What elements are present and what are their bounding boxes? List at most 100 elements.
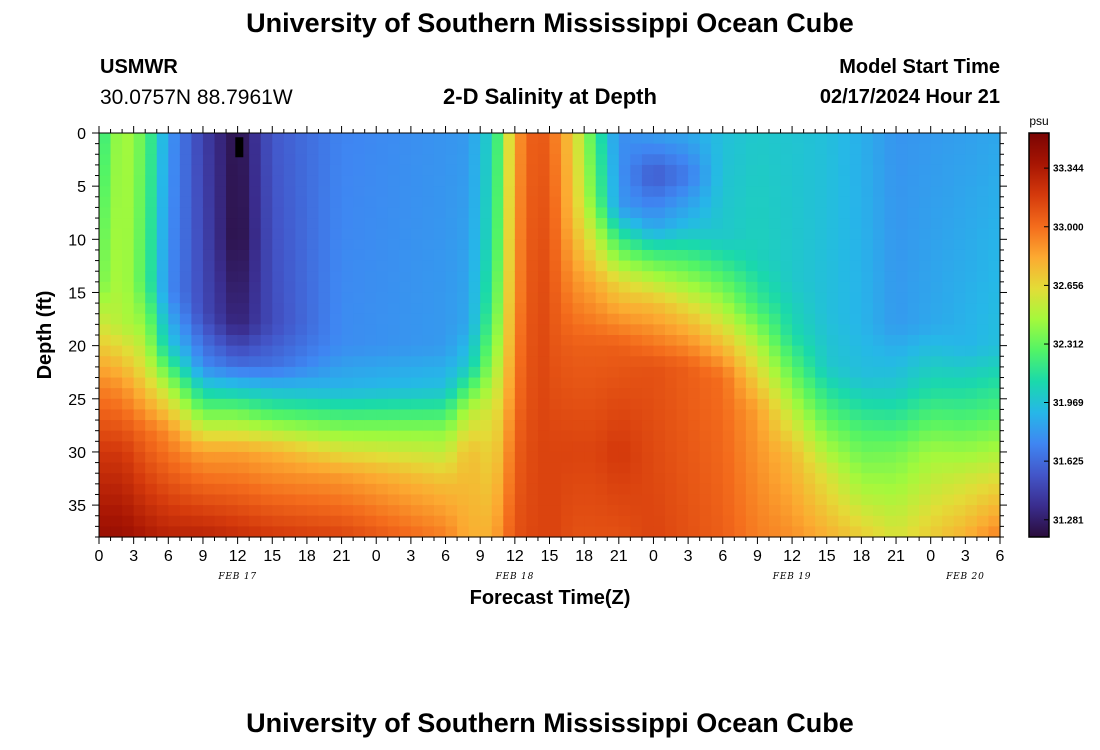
heatmap-cell (641, 473, 655, 485)
heatmap-cell (295, 441, 308, 453)
heatmap-cell (815, 228, 828, 240)
heatmap-cell (988, 218, 1001, 230)
heatmap-cell (572, 420, 585, 432)
heatmap-cell (861, 430, 874, 442)
heatmap-cell (849, 143, 862, 155)
heatmap-cell (896, 409, 909, 421)
heatmap-cell (607, 526, 620, 538)
heatmap-cell (399, 186, 412, 198)
heatmap-cell (514, 526, 527, 538)
heatmap-cell (445, 218, 458, 230)
heatmap-cell (665, 143, 678, 155)
heatmap-cell (838, 313, 851, 325)
heatmap-cell (561, 409, 574, 421)
heatmap-cell (884, 388, 897, 400)
heatmap-cell (295, 196, 308, 209)
heatmap-cell (306, 441, 320, 453)
heatmap-cell (202, 175, 216, 187)
heatmap-cell (722, 228, 735, 240)
heatmap-cell (734, 462, 747, 474)
heatmap-cell (156, 409, 169, 421)
heatmap-cell (353, 335, 366, 347)
heatmap-cell (99, 356, 112, 368)
heatmap-cell (826, 324, 839, 336)
heatmap-cell (202, 451, 216, 464)
heatmap-cell (722, 451, 735, 464)
heatmap-cell (838, 515, 851, 527)
heatmap-cell (722, 420, 735, 432)
heatmap-cell (179, 292, 193, 304)
heatmap-cell (433, 345, 447, 357)
heatmap-cell (584, 292, 597, 304)
heatmap-cell (364, 218, 377, 230)
heatmap-cell (318, 388, 331, 400)
heatmap-cell (919, 473, 932, 485)
heatmap-cell (976, 133, 990, 145)
heatmap-cell (387, 143, 400, 155)
heatmap-cell (237, 281, 250, 294)
heatmap-cell (665, 207, 678, 219)
heatmap-cell (584, 505, 597, 517)
heatmap-cell (295, 388, 308, 400)
heatmap-cell (826, 473, 839, 485)
heatmap-cell (260, 313, 273, 325)
heatmap-cell (295, 154, 308, 166)
heatmap-cell (734, 303, 747, 315)
heatmap-cell (99, 207, 112, 219)
heatmap-cell (272, 207, 285, 219)
heatmap-cell (780, 420, 793, 432)
heatmap-cell (179, 228, 193, 240)
heatmap-cell (122, 441, 135, 453)
heatmap-cell (976, 260, 990, 272)
heatmap-cell (584, 345, 597, 357)
heatmap-cell (122, 388, 135, 400)
heatmap-cell (792, 313, 805, 325)
heatmap-cell (872, 473, 886, 485)
heatmap-cell (745, 345, 759, 357)
heatmap-cell (722, 409, 735, 421)
heatmap-cell (641, 420, 655, 432)
heatmap-cell (676, 175, 689, 187)
heatmap-cell (699, 430, 712, 442)
heatmap-cell (179, 441, 193, 453)
heatmap-cell (768, 164, 782, 177)
heatmap-cell (561, 218, 574, 230)
heatmap-cell (919, 218, 932, 230)
heatmap-cell (410, 186, 424, 198)
heatmap-cell (468, 526, 481, 538)
heatmap-cell (826, 462, 839, 474)
heatmap-cell (214, 303, 227, 315)
heatmap-cell (757, 218, 770, 230)
heatmap-cell (122, 271, 135, 283)
heatmap-cell (433, 356, 447, 368)
heatmap-cell (410, 143, 424, 155)
heatmap-cell (433, 186, 447, 198)
heatmap-cell (249, 271, 262, 283)
heatmap-cell (861, 186, 874, 198)
heatmap-cell (503, 218, 516, 230)
heatmap-cell (826, 303, 839, 315)
heatmap-cell (537, 133, 551, 145)
heatmap-cell (537, 260, 551, 272)
heatmap-cell (526, 164, 539, 177)
heatmap-cell (272, 441, 285, 453)
heatmap-cell (237, 505, 250, 517)
heatmap-cell (907, 281, 920, 294)
heatmap-cell (491, 228, 504, 240)
y-tick-label: 25 (68, 392, 86, 409)
heatmap-cell (653, 207, 666, 219)
heatmap-cell (202, 483, 216, 496)
heatmap-cell (561, 175, 574, 187)
heatmap-cell (191, 409, 204, 421)
heatmap-cell (757, 196, 770, 209)
x-tick-label: 3 (961, 548, 970, 565)
heatmap-cell (884, 526, 897, 538)
heatmap-cell (965, 430, 978, 442)
heatmap-cell (410, 175, 424, 187)
heatmap-cell (734, 196, 747, 209)
y-tick-label: 20 (68, 339, 86, 356)
heatmap-cell (330, 207, 343, 219)
heatmap-cell (815, 303, 828, 315)
heatmap-cell (249, 388, 262, 400)
heatmap-cell (133, 430, 146, 442)
